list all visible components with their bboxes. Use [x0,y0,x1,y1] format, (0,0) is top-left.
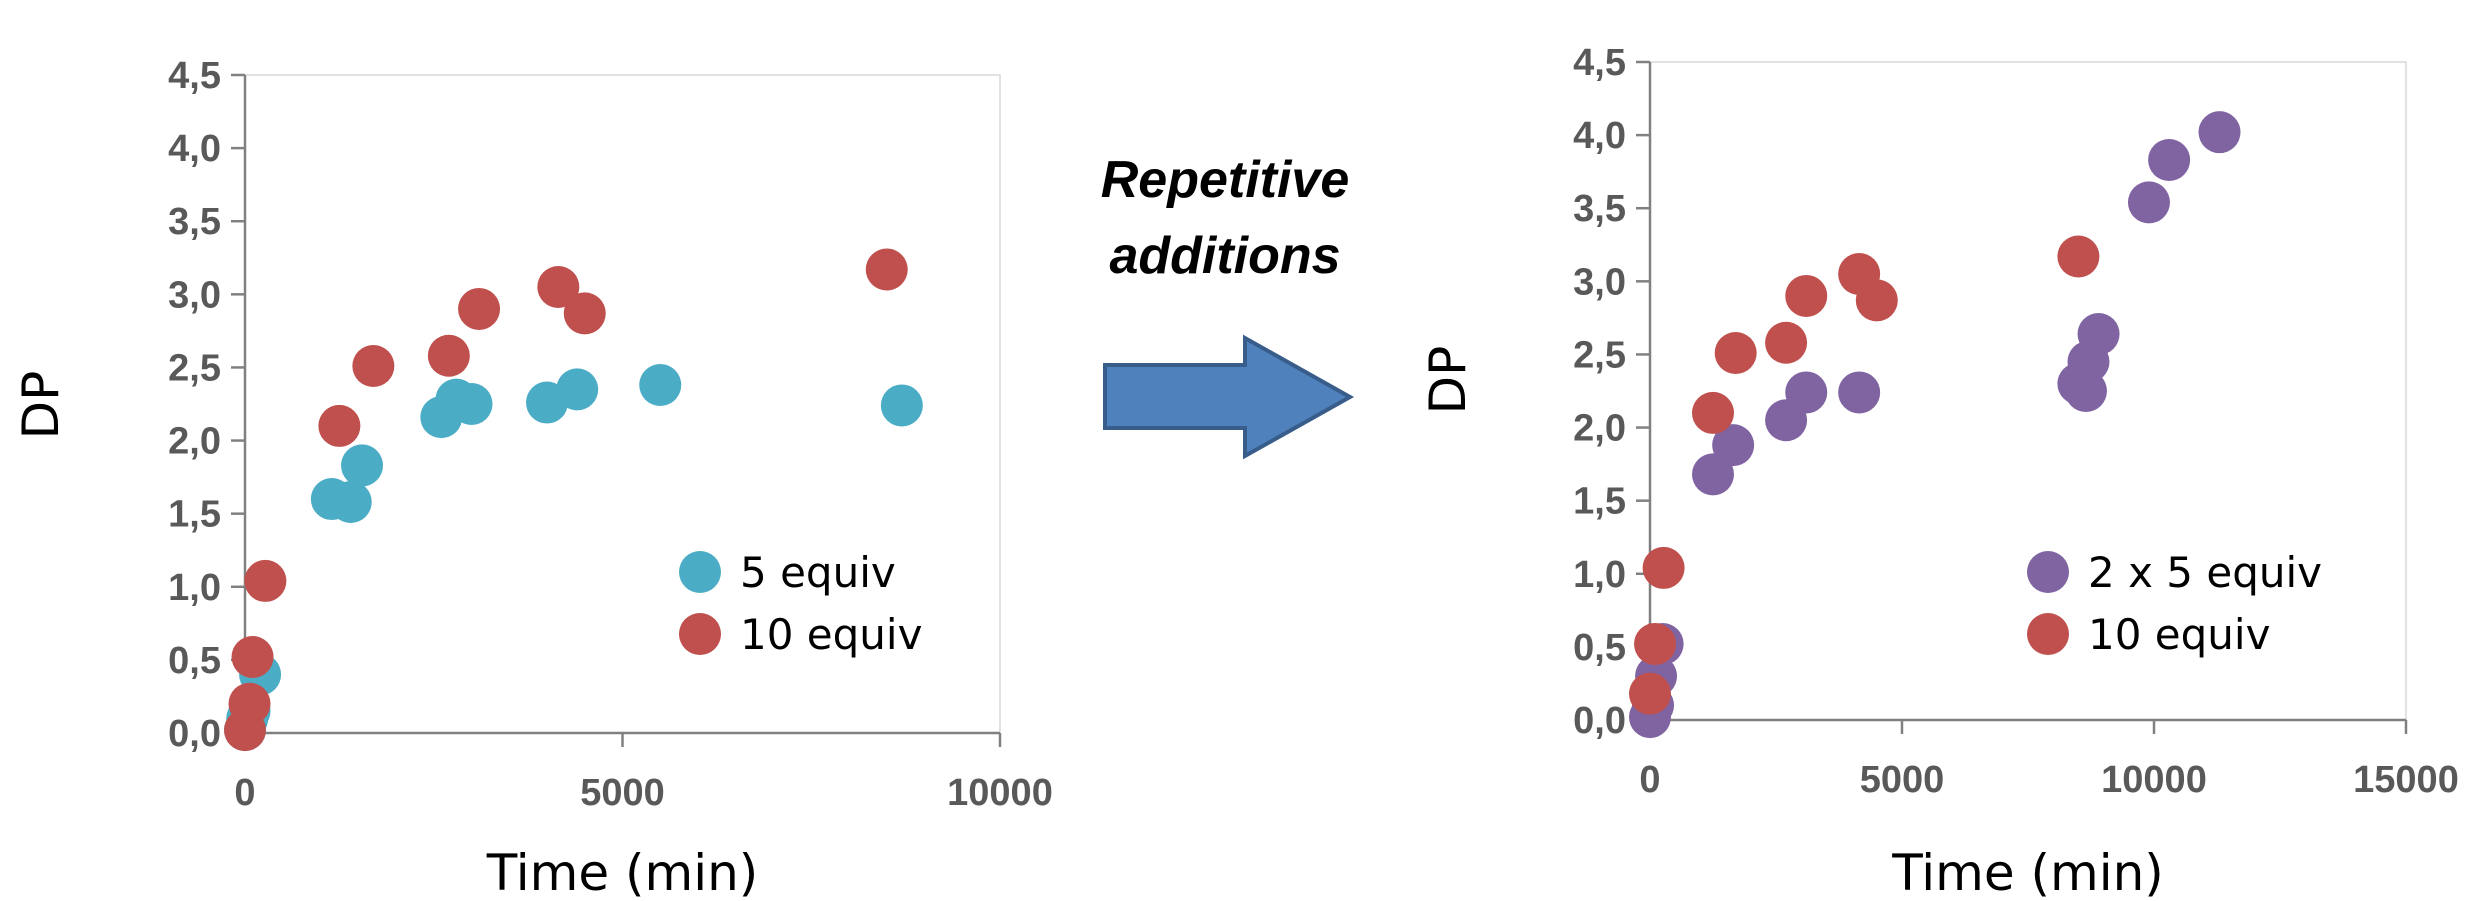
legend-marker-blue [679,551,721,593]
right-arrow-icon [1103,334,1355,460]
data-point-purple [2127,181,2170,224]
data-point-blue [639,363,682,406]
y-tick-label: 3,5 [168,201,221,243]
repetitive-additions-annotation: Repetitive additions [1101,151,1350,285]
data-point-red [1629,672,1671,715]
legend-marker-purple [2027,551,2069,593]
y-tick-label: 0,0 [1573,700,1626,742]
data-point-red [865,248,908,291]
x-axis-label: Time (min) [1891,844,2164,901]
y-tick-label: 2,5 [1573,334,1626,376]
data-point-blue [556,368,599,411]
y-tick-label: 2,5 [168,347,221,389]
data-point-red [231,635,274,678]
y-tick-label: 1,5 [168,494,221,536]
annotation-line-1: Repetitive [1101,151,1350,209]
legend-label: 10 equiv [740,610,922,659]
x-tick-label: 10000 [2101,759,2207,801]
legend-marker-red [679,613,721,655]
data-point-red [1634,622,1677,665]
y-tick-label: 1,0 [168,567,221,609]
data-point-red [427,334,470,377]
x-tick-label: 5000 [1860,759,1945,801]
legend-label: 5 equiv [740,548,896,597]
data-point-blue [341,444,384,487]
chart-right: 0,0 0,5 1,0 1,5 2,0 2,5 3,0 3,5 4,0 4,5 0 5000 10000… [1419,42,2459,901]
x-axis-label: Time (min) [486,844,759,901]
data-point-red [2057,235,2100,278]
y-tick-label: 2,0 [168,421,221,463]
data-point-purple [2198,111,2241,154]
data-point-purple [2148,138,2191,181]
y-tick-label: 3,0 [168,274,221,316]
y-tick-label: 1,5 [1573,481,1626,523]
y-tick-label: 4,5 [168,55,221,97]
data-point-red [1692,391,1734,434]
y-tick-label: 4,0 [168,128,221,170]
x-tick-label: 15000 [2353,759,2459,801]
y-tick-label: 0,5 [1573,627,1626,669]
data-point-red [563,292,606,335]
data-point-red [458,287,501,330]
x-tick-label: 10000 [947,772,1053,814]
data-point-red [1714,331,1757,374]
legend-label: 2 x 5 equiv [2088,548,2322,597]
x-tick-label: 5000 [580,772,665,814]
data-point-red [228,682,271,725]
data-point-purple [1712,424,1755,467]
data-point-red [1642,546,1685,589]
y-tick-label: 0,0 [168,713,221,755]
data-point-red [537,266,580,309]
plot-area [1649,61,2407,721]
legend-label: 10 equiv [2088,610,2270,659]
y-axis-label: DP [1419,346,1477,415]
y-axis-label: DP [12,371,70,440]
data-point-red [244,559,287,602]
x-tick-label: 0 [234,772,255,814]
data-point-purple [1692,453,1734,496]
y-tick-label: 2,0 [1573,408,1626,450]
annotation-line-2: additions [1109,227,1340,285]
y-tick-label: 3,0 [1573,261,1626,303]
data-point-purple [2077,312,2120,355]
data-point-red [1855,279,1898,322]
y-tick-label: 0,5 [168,640,221,682]
data-point-blue [450,383,493,425]
y-tick-label: 4,5 [1573,42,1626,84]
data-point-red [352,344,395,387]
y-tick-label: 4,0 [1573,115,1626,157]
data-point-red [1765,321,1808,364]
data-point-red [1785,274,1828,317]
x-tick-label: 0 [1639,759,1660,801]
legend-marker-red [2027,613,2069,655]
data-point-red [318,404,361,447]
chart-left: 0,0 0,5 1,0 1,5 2,0 2,5 3,0 3,5 4,0 4,5 0 5000 10000… [12,55,1053,901]
data-point-blue [880,384,923,427]
data-point-purple [1785,371,1828,414]
data-point-purple [1838,371,1881,414]
data-point-blue [329,480,372,523]
y-tick-label: 1,0 [1573,554,1626,596]
y-tick-label: 3,5 [1573,188,1626,230]
